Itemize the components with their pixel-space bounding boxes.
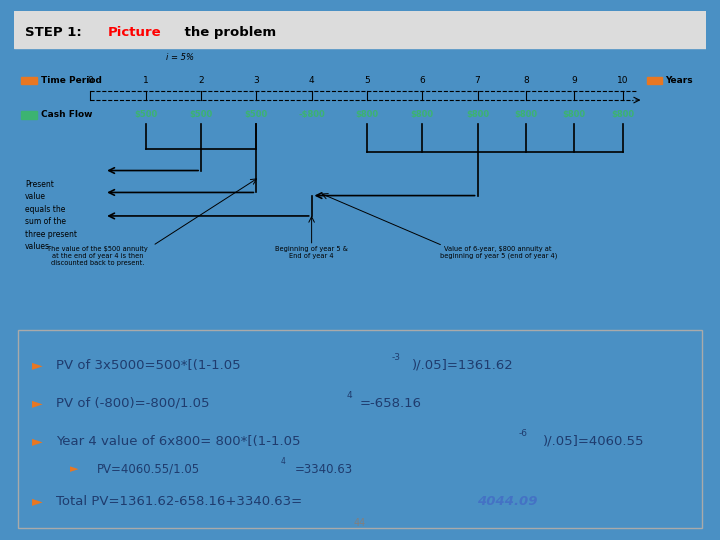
Text: 10: 10 xyxy=(617,76,629,85)
Text: Value of 6-year, $800 annuity at
beginning of year 5 (end of year 4): Value of 6-year, $800 annuity at beginni… xyxy=(439,246,557,259)
Text: Beginning of year 5 &
End of year 4: Beginning of year 5 & End of year 4 xyxy=(275,246,348,259)
Bar xyxy=(22,77,37,84)
Text: Picture: Picture xyxy=(108,26,161,39)
Text: The value of the $500 annuity
at the end of year 4 is then
discounted back to pr: The value of the $500 annuity at the end… xyxy=(47,246,148,266)
Text: PV of 3x5000=500*[(1-1.05: PV of 3x5000=500*[(1-1.05 xyxy=(56,359,240,372)
Text: $800: $800 xyxy=(563,110,586,119)
Text: Present
value
equals the
sum of the
three present
values.: Present value equals the sum of the thre… xyxy=(24,180,77,252)
Text: 4: 4 xyxy=(281,457,285,466)
Text: 8: 8 xyxy=(523,76,528,85)
Text: STEP 1:: STEP 1: xyxy=(24,26,86,39)
Text: =-658.16: =-658.16 xyxy=(360,397,422,410)
Text: 9: 9 xyxy=(572,76,577,85)
Text: $500: $500 xyxy=(245,110,268,119)
Text: Year 4 value of 6x800= 800*[(1-1.05: Year 4 value of 6x800= 800*[(1-1.05 xyxy=(56,435,300,448)
Bar xyxy=(14,11,706,49)
Text: ►: ► xyxy=(32,494,42,508)
Text: ►: ► xyxy=(32,359,42,373)
Text: ►: ► xyxy=(32,396,42,410)
Text: 0: 0 xyxy=(88,76,94,85)
Text: 44: 44 xyxy=(354,518,366,528)
Text: 1: 1 xyxy=(143,76,148,85)
Text: 4044.09: 4044.09 xyxy=(477,495,538,508)
Text: 6: 6 xyxy=(419,76,425,85)
Text: $500: $500 xyxy=(134,110,158,119)
Text: PV of (-800)=-800/1.05: PV of (-800)=-800/1.05 xyxy=(56,397,210,410)
Text: 4: 4 xyxy=(309,76,315,85)
Text: PV=4060.55/1.05: PV=4060.55/1.05 xyxy=(97,463,200,476)
Text: $800: $800 xyxy=(611,110,634,119)
Text: the problem: the problem xyxy=(180,26,276,39)
Text: -6: -6 xyxy=(519,429,528,438)
Text: i = 5%: i = 5% xyxy=(166,53,194,62)
Text: $800: $800 xyxy=(356,110,379,119)
Bar xyxy=(647,77,662,84)
Text: 4: 4 xyxy=(346,391,352,400)
Text: )/.05]=1361.62: )/.05]=1361.62 xyxy=(412,359,513,372)
Text: Years: Years xyxy=(665,76,693,85)
Text: ►: ► xyxy=(32,434,42,448)
Text: 7: 7 xyxy=(474,76,480,85)
Text: Time Period: Time Period xyxy=(40,76,102,85)
Text: $500: $500 xyxy=(189,110,212,119)
Bar xyxy=(22,111,37,119)
Text: ►: ► xyxy=(70,464,78,474)
Text: -3: -3 xyxy=(391,353,400,362)
Text: Cash Flow: Cash Flow xyxy=(40,110,92,119)
Text: )/.05]=4060.55: )/.05]=4060.55 xyxy=(543,435,644,448)
Text: -$800: -$800 xyxy=(298,110,325,119)
Text: $800: $800 xyxy=(466,110,489,119)
Text: $800: $800 xyxy=(514,110,537,119)
Text: 3: 3 xyxy=(253,76,259,85)
Text: $800: $800 xyxy=(410,110,433,119)
Text: 2: 2 xyxy=(198,76,204,85)
Text: Total PV=1361.62-658.16+3340.63=: Total PV=1361.62-658.16+3340.63= xyxy=(56,495,302,508)
Text: =3340.63: =3340.63 xyxy=(294,463,353,476)
Text: 5: 5 xyxy=(364,76,370,85)
